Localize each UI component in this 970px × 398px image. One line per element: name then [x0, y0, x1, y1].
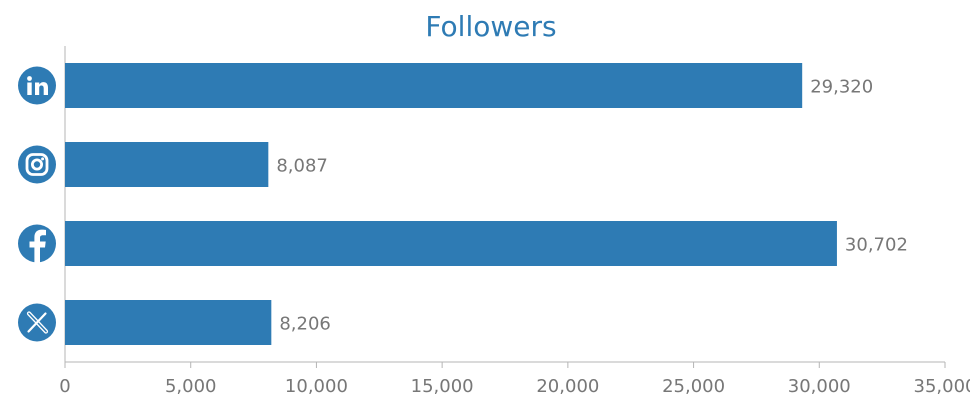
x-axis-ticks: 0 5,000 10,000 15,000 20,000 25,000 30,000 35,0… — [59, 362, 970, 397]
value-label: 8,206 — [279, 314, 331, 335]
x-tick-label: 5,000 — [165, 376, 217, 397]
instagram-icon — [18, 145, 56, 184]
linkedin-icon — [18, 66, 56, 105]
value-label: 8,087 — [276, 156, 328, 177]
category-icons — [18, 66, 56, 342]
x-tick-label: 25,000 — [662, 376, 725, 397]
x-tick-label: 15,000 — [411, 376, 474, 397]
value-label: 29,320 — [810, 77, 873, 98]
bars: 29,320 8,087 30,702 8,206 — [65, 63, 908, 345]
x-tick-label: 35,000 — [914, 376, 970, 397]
bar-instagram — [65, 142, 269, 187]
facebook-icon — [18, 224, 56, 263]
bar-linkedin — [65, 63, 803, 108]
x-tick-label: 0 — [59, 376, 70, 397]
x-icon — [18, 303, 56, 342]
x-tick-label: 10,000 — [285, 376, 348, 397]
bar-x — [65, 300, 272, 345]
bar-facebook — [65, 221, 837, 266]
x-tick-label: 30,000 — [788, 376, 851, 397]
x-tick-label: 20,000 — [536, 376, 599, 397]
chart-title: Followers — [425, 10, 556, 43]
value-label: 30,702 — [845, 235, 908, 256]
